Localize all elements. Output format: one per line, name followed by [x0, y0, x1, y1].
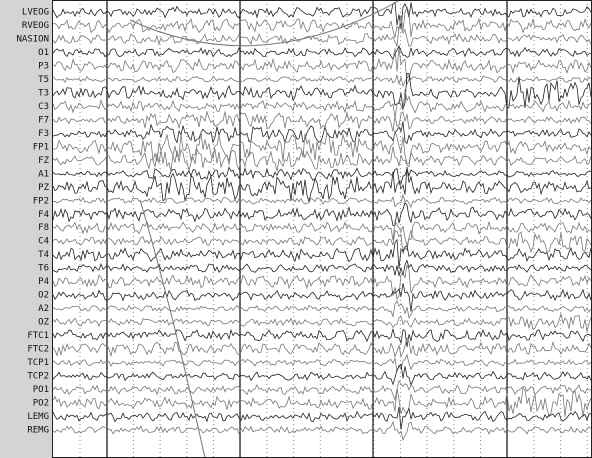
channel-label: T3 — [38, 88, 49, 98]
channel-label: FZ — [38, 156, 49, 166]
eeg-trace — [52, 45, 591, 61]
traces — [52, 0, 592, 458]
eeg-trace — [52, 328, 592, 347]
channel-label: FTC1 — [27, 331, 49, 341]
channel-label: T6 — [38, 264, 49, 274]
channel-label: LVEOG — [22, 8, 49, 18]
channel-label: O1 — [38, 48, 49, 58]
artifact-trace — [129, 0, 401, 47]
channel-label: P3 — [38, 61, 49, 71]
eeg-trace — [52, 166, 592, 203]
eeg-trace — [52, 219, 592, 247]
eeg-trace — [52, 420, 592, 442]
eeg-trace — [52, 193, 592, 209]
channel-label: F4 — [38, 210, 49, 220]
channel-label: RVEOG — [22, 21, 49, 31]
eeg-trace — [52, 73, 592, 88]
channel-label: A1 — [38, 169, 49, 179]
channel-label: O2 — [38, 291, 49, 301]
channel-label: LEMG — [27, 412, 49, 422]
channel-label: FP1 — [33, 142, 49, 152]
time-grid — [79, 0, 588, 458]
eeg-trace — [52, 363, 592, 387]
channel-label: TCP1 — [27, 358, 49, 368]
eeg-trace — [52, 283, 592, 312]
channel-label: C3 — [38, 102, 49, 112]
channel-label: REMG — [27, 426, 49, 436]
eeg-trace — [52, 166, 591, 185]
channel-label: NASION — [16, 34, 49, 44]
eeg-trace — [52, 146, 592, 172]
channel-label: PZ — [38, 183, 49, 193]
eeg-trace — [52, 238, 592, 269]
channel-label: TCP2 — [27, 372, 49, 382]
channel-label: F8 — [38, 223, 49, 233]
channel-labels: LVEOG RVEOG NASION O1 P3 T5 T3 C3 F7 F3 FP1 FZ A1 PZ F… — [16, 8, 49, 436]
channel-label: T5 — [38, 75, 49, 85]
eeg-trace — [52, 73, 592, 110]
channel-label: A2 — [38, 304, 49, 314]
eeg-trace — [52, 201, 592, 227]
channel-label: C4 — [38, 237, 49, 247]
channel-label: OZ — [38, 318, 49, 328]
eeg-trace — [52, 130, 592, 164]
eeg-trace — [52, 353, 592, 372]
eeg-trace — [52, 229, 592, 255]
eeg-trace — [52, 386, 592, 418]
label-panel — [0, 0, 52, 458]
eeg-trace — [52, 5, 592, 38]
eeg-trace — [52, 47, 592, 85]
eeg-trace — [52, 110, 592, 132]
channel-label: FP2 — [33, 196, 49, 206]
channel-label: P4 — [38, 277, 49, 287]
eeg-trace — [52, 313, 592, 332]
eeg-trace — [52, 26, 592, 48]
channel-label: FTC2 — [27, 345, 49, 355]
eeg-trace — [52, 379, 592, 401]
eeg-trace — [52, 121, 592, 145]
eeg-trace — [52, 259, 592, 277]
channel-label: PO2 — [33, 399, 49, 409]
channel-label: PO1 — [33, 385, 49, 395]
eeg-trace — [52, 406, 592, 430]
eeg-trace — [52, 336, 592, 358]
eeg-trace — [52, 300, 592, 319]
channel-label: F7 — [38, 115, 49, 125]
channel-label: F3 — [38, 129, 49, 139]
eeg-trace — [52, 89, 592, 118]
artifact-trace — [139, 199, 206, 458]
channel-label: T4 — [38, 250, 49, 260]
eeg-trace — [52, 264, 592, 301]
eeg-trace — [52, 1, 592, 29]
